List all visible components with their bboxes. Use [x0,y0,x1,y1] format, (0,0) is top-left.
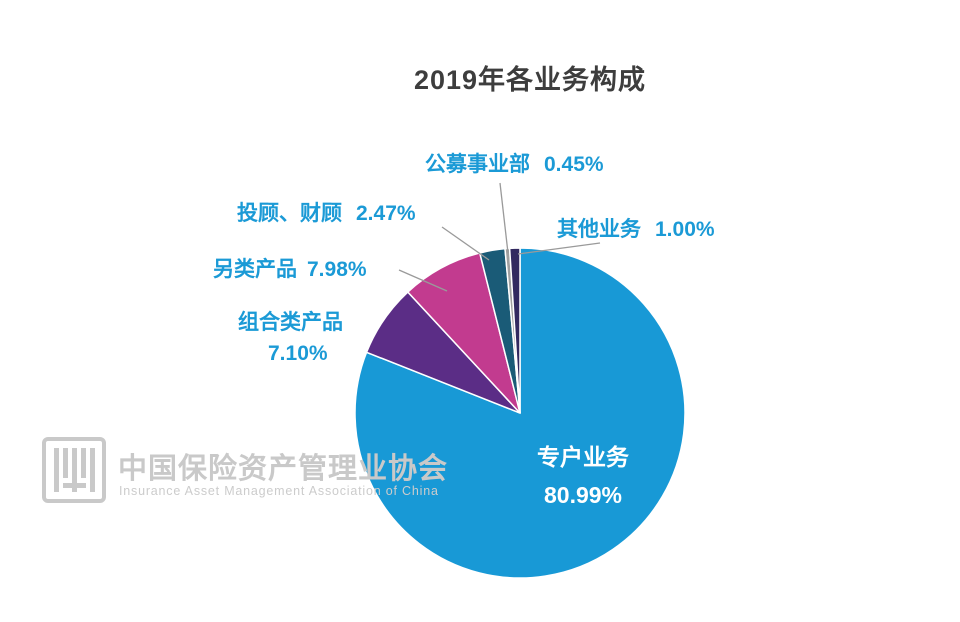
label-linglei-chanpin: 另类产品 7.98% [213,253,367,283]
label-zhuanhu-name: 专户业务 [537,444,629,470]
label-gongmu-shiyebu: 公募事业部 0.45% [425,148,604,178]
label-zhuanhu-pct: 80.99% [543,482,622,508]
label-tougu-pct: 2.47% [356,202,416,225]
iamac-seal-icon [42,437,106,503]
leader-line-gongmu [499,182,509,254]
watermark-english-text: Insurance Asset Management Association o… [119,484,439,498]
label-gongmu-name: 公募事业部 [425,153,530,176]
chart-title: 2019年各业务构成 [413,65,647,95]
label-qita-name: 其他业务 [557,218,641,241]
label-linglei-pct: 7.98% [307,258,367,281]
label-zuhe-pct: 7.10% [268,342,328,365]
label-linglei-name: 另类产品 [213,258,297,281]
label-zuhe-name: 组合类产品 [238,311,343,334]
pie-slices-group [354,247,686,579]
pie-slice-0 [354,247,686,579]
label-zuhe-chanpin: 组合类产品 [238,306,343,336]
pie-slice-5 [508,247,521,414]
label-tougu-name: 投顾、财顾 [237,202,342,225]
leader-line-linglei [398,269,448,292]
watermark-chinese-text: 中国保险资产管理业协会 [118,453,449,485]
label-zhuanhu-yewu: 专户业务 80.99% [537,438,629,514]
leader-line-tougu [441,226,490,261]
label-gongmu-pct: 0.45% [544,153,604,176]
leader-line-qita [517,242,601,255]
label-tougu-caigu: 投顾、财顾 2.47% [237,197,416,227]
label-qita-pct: 1.00% [655,218,715,241]
label-qita-yewu: 其他业务 1.00% [557,213,715,243]
